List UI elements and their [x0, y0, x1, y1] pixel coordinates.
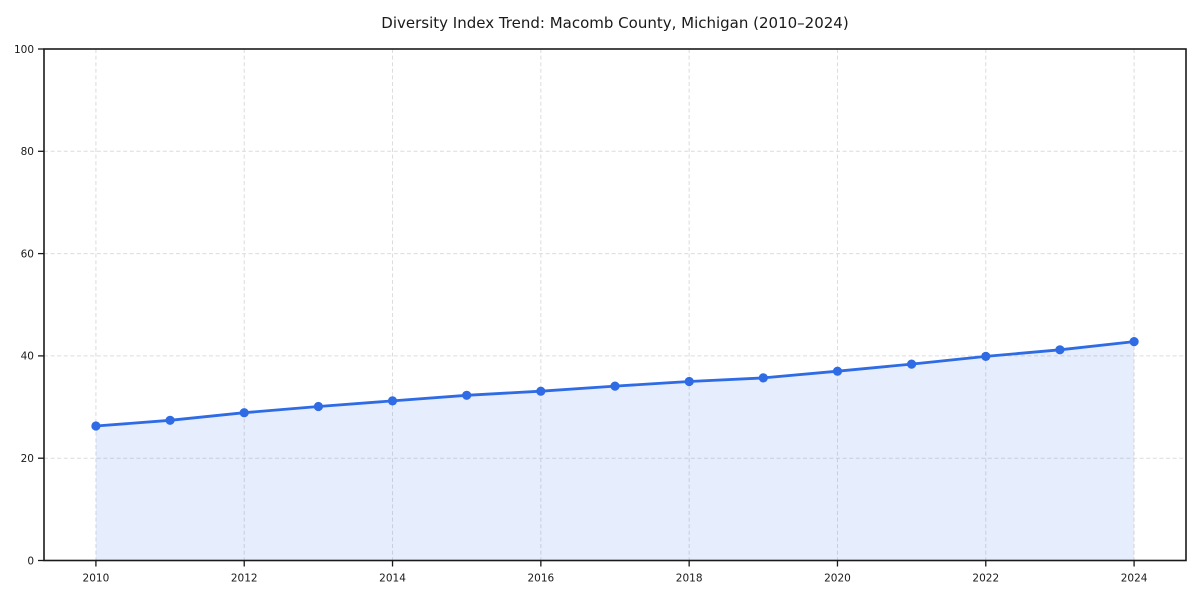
x-tick-label: 2010 [83, 573, 110, 585]
axes-layer [43, 48, 1187, 562]
y-tick-label: 40 [21, 351, 34, 363]
x-tick-label: 2020 [824, 573, 851, 585]
data-point [610, 381, 620, 391]
data-point [239, 408, 249, 418]
x-tick-label: 2024 [1121, 573, 1148, 585]
area-fill-layer [95, 341, 1135, 561]
grid-layer [44, 48, 1186, 561]
data-point [1055, 345, 1065, 355]
data-point [907, 359, 917, 369]
data-point [536, 386, 546, 396]
y-tick-label: 60 [21, 248, 34, 260]
area-fill [95, 341, 1135, 561]
data-point [981, 351, 991, 361]
x-tick-label: 2014 [379, 573, 406, 585]
plot-border [43, 48, 1187, 562]
y-tick-label: 80 [21, 146, 34, 158]
x-tick-label: 2018 [676, 573, 703, 585]
tick-layer: 2010 2012 2014 2016 2018 2020 2022 2024 0 20 40 60 8… [14, 44, 1148, 585]
y-tick-label: 20 [21, 453, 34, 465]
data-point [313, 401, 323, 412]
data-point [91, 421, 101, 431]
chart-title: Diversity Index Trend: Macomb County, Mi… [381, 14, 848, 32]
data-point [462, 390, 472, 400]
y-tick-label: 0 [27, 555, 34, 567]
data-point-layer [91, 337, 1139, 431]
data-point [832, 366, 843, 376]
data-point [684, 376, 694, 387]
data-point [165, 415, 175, 425]
y-tick-label: 100 [14, 44, 34, 56]
data-point [1129, 337, 1139, 347]
data-point [758, 373, 768, 383]
x-tick-label: 2012 [231, 573, 258, 585]
x-tick-label: 2022 [972, 573, 999, 585]
x-tick-label: 2016 [527, 573, 554, 585]
data-point [387, 396, 398, 406]
